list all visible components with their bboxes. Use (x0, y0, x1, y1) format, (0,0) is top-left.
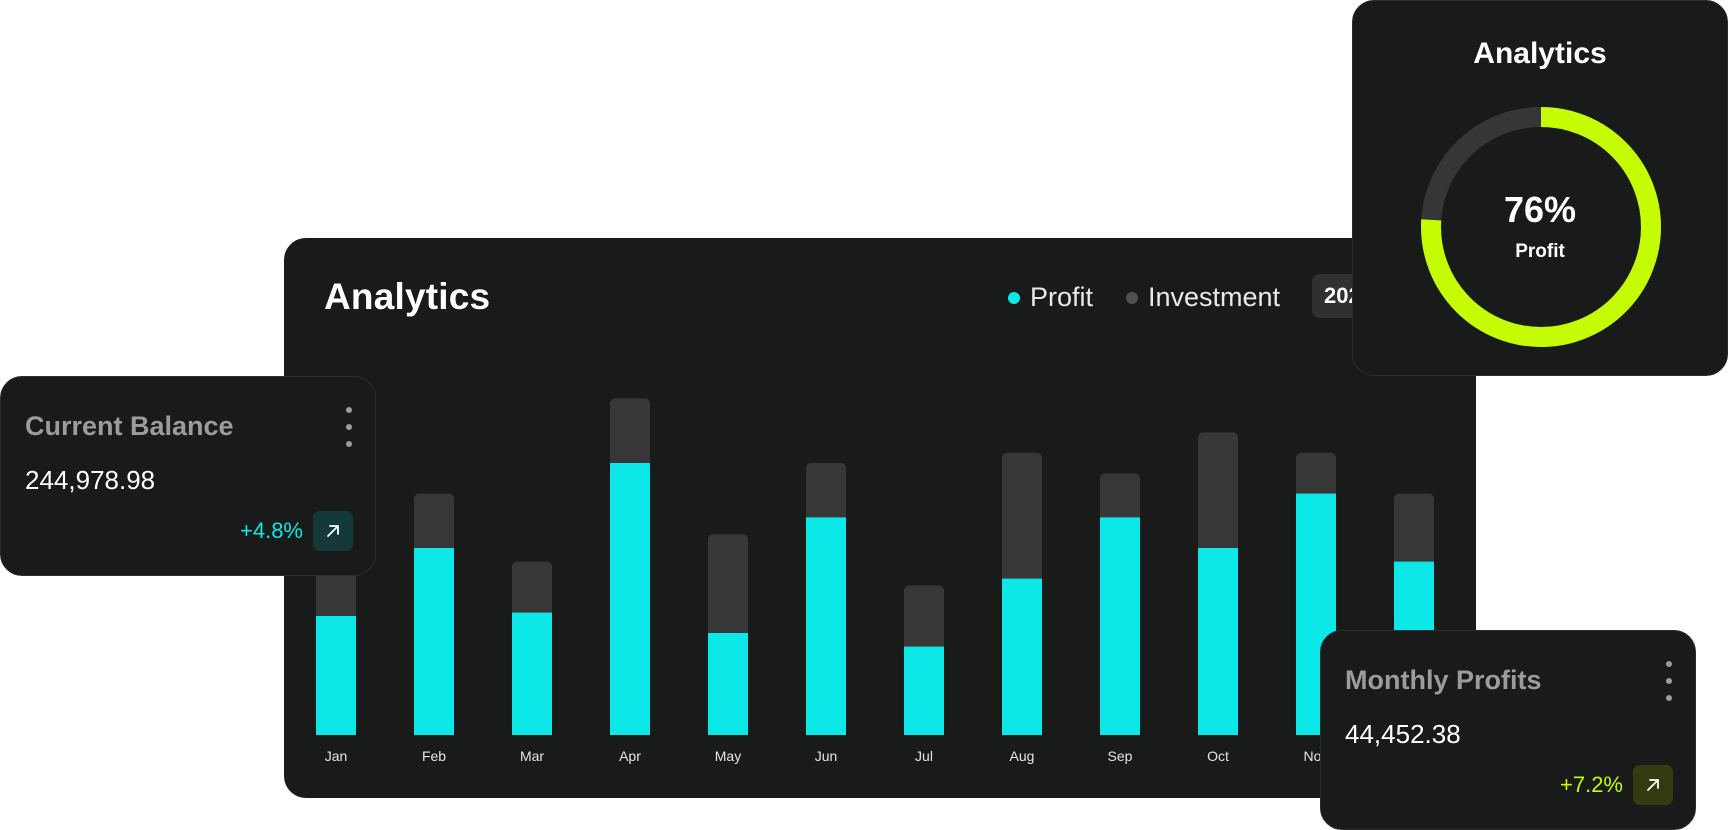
balance-title: Current Balance (25, 411, 234, 441)
profits-open-button[interactable] (1633, 765, 1673, 805)
balance-more-icon[interactable] (345, 407, 353, 447)
x-tick-label-sep: Sep (1108, 748, 1133, 764)
x-tick-label-apr: Apr (619, 748, 641, 764)
donut-title: Analytics (1473, 37, 1607, 70)
bar-profit-may[interactable] (708, 633, 748, 735)
legend-item-profit[interactable]: Profit (1008, 282, 1093, 313)
donut-fill-arc (1421, 107, 1661, 347)
bar-profit-jul[interactable] (904, 646, 944, 735)
x-tick-label-jan: Jan (325, 748, 348, 764)
donut-label: Profit (1515, 241, 1565, 262)
legend-label-investment: Investment (1148, 282, 1281, 312)
profits-title: Monthly Profits (1345, 665, 1542, 695)
analytics-chart-card: JanFebMarAprMayJunJulAugSepOctNovDec Ana… (284, 238, 1476, 798)
x-tick-label-jun: Jun (815, 748, 838, 764)
donut-chart (1421, 107, 1661, 347)
balance-change-row: +4.8% (240, 511, 353, 551)
bar-chart: JanFebMarAprMayJunJulAugSepOctNovDec (316, 398, 1434, 764)
x-tick-label-aug: Aug (1010, 748, 1035, 764)
arrow-up-right-icon (1647, 779, 1659, 791)
legend-dot-profit-icon (1008, 291, 1020, 304)
donut-percent: 76% (1503, 189, 1577, 230)
bar-profit-sep[interactable] (1100, 517, 1140, 735)
legend-dot-investment-icon (1126, 291, 1138, 304)
balance-change: +4.8% (240, 518, 303, 543)
x-tick-label-jul: Jul (915, 748, 933, 764)
x-tick-label-oct: Oct (1207, 748, 1229, 764)
chart-title: Analytics (324, 276, 491, 317)
balance-open-button[interactable] (313, 511, 353, 551)
bar-profit-aug[interactable] (1002, 578, 1042, 735)
profits-value: 44,452.38 (1345, 719, 1461, 749)
bar-profit-jan[interactable] (316, 616, 356, 735)
x-tick-label-mar: Mar (520, 748, 544, 764)
profits-more-icon[interactable] (1665, 661, 1673, 701)
bar-profit-oct[interactable] (1198, 548, 1238, 735)
bar-profit-feb[interactable] (414, 548, 454, 735)
profits-change: +7.2% (1560, 772, 1623, 797)
x-tick-label-feb: Feb (422, 748, 446, 764)
legend-label-profit: Profit (1030, 282, 1094, 312)
balance-value: 244,978.98 (25, 465, 156, 495)
legend-item-investment[interactable]: Investment (1126, 282, 1280, 313)
monthly-profits-card: Monthly Profits 44,452.38 +7.2% (1320, 630, 1696, 830)
profit-donut-card: Analytics 76% Profit (1352, 0, 1728, 376)
bar-profit-jun[interactable] (806, 517, 846, 735)
bar-profit-apr[interactable] (610, 463, 650, 735)
x-tick-label-may: May (715, 748, 741, 764)
bar-profit-mar[interactable] (512, 612, 552, 735)
profits-change-row: +7.2% (1560, 765, 1673, 805)
current-balance-card: Current Balance 244,978.98 +4.8% (0, 376, 376, 576)
arrow-up-right-icon (327, 525, 339, 537)
